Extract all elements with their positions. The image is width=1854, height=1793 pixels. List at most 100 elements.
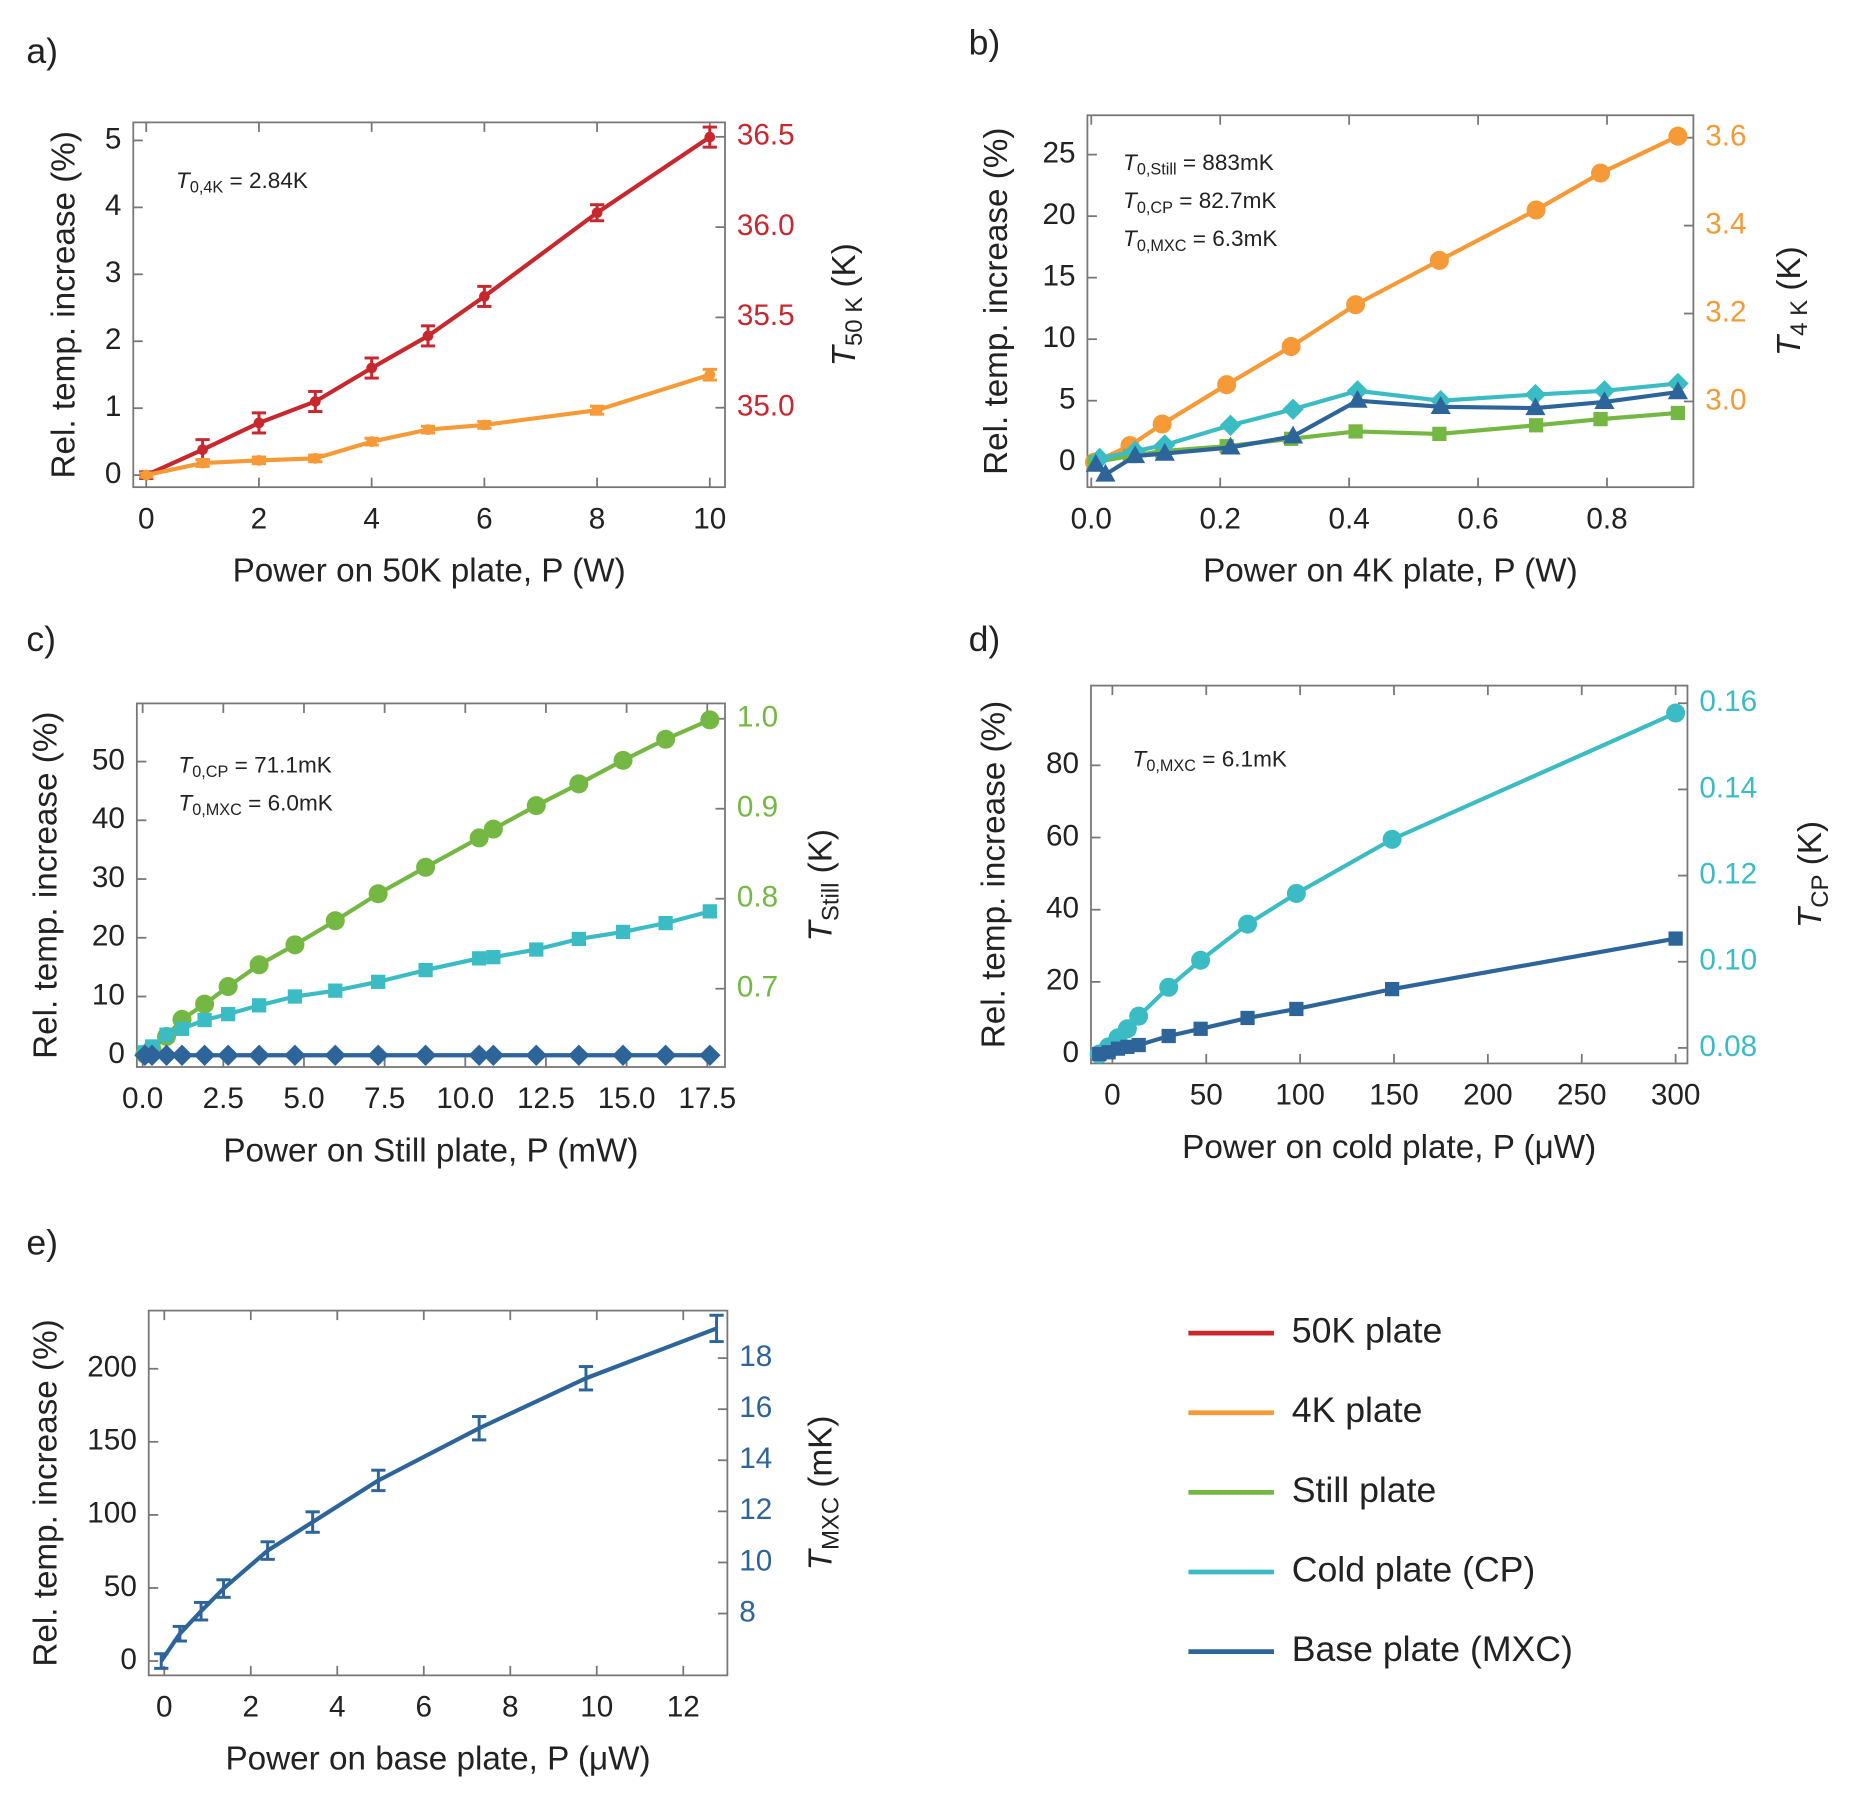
x-tick-label: 2.5: [203, 1082, 244, 1115]
marker: [1668, 126, 1688, 146]
marker: [472, 951, 487, 966]
marker: [218, 977, 238, 997]
x-tick-label: 150: [1369, 1079, 1419, 1112]
marker: [1217, 375, 1237, 395]
marker: [612, 1044, 634, 1066]
x-tick-label: 12: [667, 1690, 700, 1723]
subscript-label: T0,CP = 71.1mK: [178, 752, 331, 781]
y2-tick-label: 0.14: [1699, 771, 1757, 804]
x-tick-label: 15.0: [598, 1082, 656, 1115]
x-tick-label: 100: [1275, 1079, 1325, 1112]
marker: [193, 1044, 216, 1066]
marker: [654, 1044, 677, 1066]
x-tick-label: 6: [476, 502, 493, 535]
panel-label: e): [26, 1223, 58, 1263]
text: = 883mK: [1177, 150, 1274, 175]
text: (K): [826, 243, 863, 297]
marker: [1286, 883, 1306, 903]
y-axis-label: Rel. temp. increase (%): [978, 128, 1015, 475]
marker: [197, 444, 208, 456]
marker: [1668, 931, 1683, 946]
error-bar: [305, 1510, 320, 1534]
marker: [328, 983, 343, 998]
symbol: T: [1133, 746, 1149, 771]
subscript: 0,MXC: [1146, 758, 1196, 776]
marker: [1238, 914, 1258, 934]
marker: [591, 404, 603, 416]
marker: [366, 436, 378, 447]
marker: [217, 1044, 239, 1066]
x-tick-label: 200: [1463, 1079, 1513, 1112]
marker: [479, 419, 490, 431]
y-tick-label: 0: [108, 1037, 125, 1070]
marker: [1152, 414, 1172, 434]
plot-frame: [135, 702, 726, 1068]
x-tick-label: 10.0: [436, 1082, 494, 1115]
y2-tick-label: 3.6: [1705, 120, 1746, 153]
y2-tick-label: 10: [739, 1544, 772, 1577]
marker: [1117, 1019, 1137, 1039]
y-tick-label: 4: [105, 189, 122, 222]
panel-label: b): [969, 23, 1001, 63]
y2-tick-label: 0.7: [737, 971, 778, 1004]
y-tick-label: 5: [1059, 383, 1076, 416]
subscript-label: TMXC (mK): [802, 1416, 845, 1571]
text: = 6.3mK: [1187, 226, 1278, 251]
subscript-label: TCP (K): [1792, 821, 1835, 928]
x-tick-label: 5.0: [283, 1082, 324, 1115]
marker: [571, 931, 586, 947]
y-tick-label: 20: [92, 920, 125, 953]
marker: [700, 710, 720, 730]
symbol: T: [826, 343, 863, 366]
x-tick-label: 0.0: [1071, 502, 1112, 535]
y-axis-label: Rel. temp. increase (%): [976, 701, 1013, 1048]
marker: [1667, 381, 1689, 400]
symbol: T: [1123, 226, 1139, 251]
error-bar: [172, 1624, 187, 1643]
marker: [159, 1027, 174, 1042]
y-axis-label: Rel. temp. increase (%): [28, 712, 65, 1059]
x-tick-label: 0.6: [1457, 502, 1498, 535]
x-tick-label: 2: [243, 1690, 260, 1723]
y-tick-label: 10: [1042, 321, 1075, 354]
panel-label: d): [969, 619, 1001, 659]
y-tick-label: 3: [105, 256, 122, 289]
error-bar: [260, 1540, 275, 1561]
marker: [155, 1044, 178, 1066]
subscript-label: T0,MXC = 6.3mK: [1123, 226, 1277, 255]
y-tick-label: 0: [105, 457, 122, 490]
subscript: 0,Still: [1137, 161, 1177, 179]
symbol: T: [1771, 333, 1808, 356]
legend-label: 50K plate: [1292, 1311, 1443, 1351]
y-tick-label: 1: [105, 390, 122, 423]
marker: [171, 1044, 193, 1066]
x-tick-label: 0.0: [122, 1082, 163, 1115]
marker: [366, 362, 378, 374]
x-axis-label: Power on Still plate, P (mW): [223, 1132, 638, 1169]
y2-tick-label: 16: [739, 1391, 772, 1424]
subscript-label: T4 K (K): [1771, 246, 1814, 356]
y2-tick-label: 8: [739, 1595, 756, 1628]
y-tick-label: 20: [1046, 964, 1079, 997]
text: (K): [1792, 821, 1829, 875]
subscript: 0,MXC: [192, 801, 242, 819]
text: (K): [1771, 246, 1808, 300]
symbol: T: [802, 1547, 839, 1570]
x-tick-label: 4: [363, 502, 380, 535]
subscript-label: T50 K (K): [826, 243, 869, 366]
error-bar: [371, 1468, 386, 1493]
y-tick-label: 5: [105, 122, 122, 155]
y2-tick-label: 0.08: [1699, 1030, 1757, 1063]
error-bar: [193, 1600, 209, 1622]
marker: [1154, 442, 1175, 461]
x-axis-label: Power on cold plate, P (μW): [1182, 1129, 1596, 1166]
x-tick-label: 8: [502, 1690, 519, 1723]
marker: [1593, 380, 1616, 402]
y-tick-label: 0: [1059, 444, 1076, 477]
marker: [613, 750, 633, 770]
symbol: T: [176, 168, 192, 193]
marker: [1432, 426, 1447, 442]
marker: [285, 935, 305, 955]
panel-label: c): [26, 619, 56, 659]
y2-tick-label: 14: [739, 1442, 772, 1475]
